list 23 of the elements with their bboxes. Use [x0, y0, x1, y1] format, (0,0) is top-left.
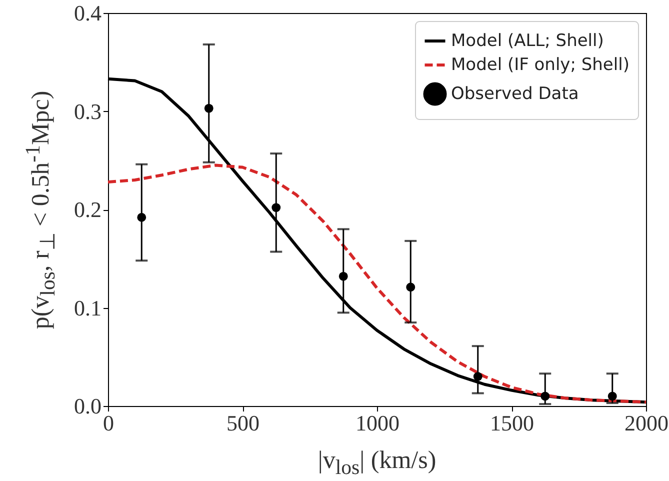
y-tick-label: 0.3	[74, 98, 102, 124]
x-tick-label: 500	[226, 410, 260, 436]
legend-label: Model (IF only; Shell)	[451, 55, 630, 75]
y-tick-label: 0.2	[74, 197, 102, 222]
point	[473, 372, 482, 381]
point	[406, 282, 416, 292]
y-tick-label: 0.0	[74, 394, 102, 418]
point	[338, 272, 348, 281]
point	[608, 392, 617, 401]
x-tick-label: 0	[103, 410, 114, 436]
y-tick-label: 0.1	[74, 295, 102, 320]
point	[204, 104, 214, 113]
point	[137, 212, 146, 222]
x-axis-title: |v$_{los}$| (km/s)	[318, 446, 436, 481]
x-tick-label: 1000	[356, 410, 400, 436]
point	[272, 203, 281, 212]
legend-label: Model (ALL; Shell)	[451, 31, 604, 51]
line-series	[106, 164, 648, 404]
point	[540, 392, 550, 401]
y-tick-label: 0.4	[74, 0, 102, 26]
legend-label: Observed Data	[451, 84, 579, 104]
x-tick-label: 2000	[624, 410, 668, 436]
x-tick-label: 1500	[490, 410, 534, 436]
